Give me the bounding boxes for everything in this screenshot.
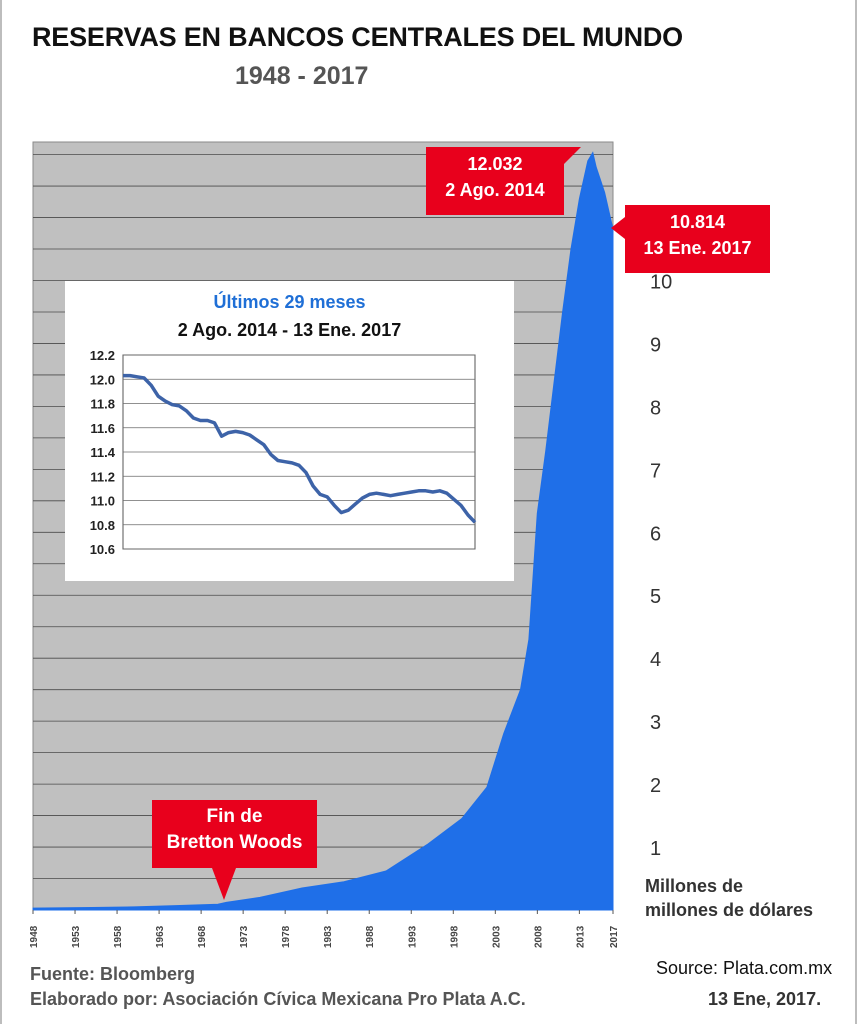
y-tick-label: 3 xyxy=(650,712,661,734)
unit-label-line2: millones de dólares xyxy=(645,900,814,920)
last-value: 10.814 xyxy=(669,212,726,232)
peak-annotation: 12.032 2 Ago. 2014 xyxy=(426,147,581,215)
y-tick-label: 4 xyxy=(650,649,661,671)
inset-subtitle: 2 Ago. 2014 - 13 Ene. 2017 xyxy=(177,320,402,340)
y-tick-label: 5 xyxy=(650,586,661,608)
last-annotation: 10.814 13 Ene. 2017 xyxy=(611,205,770,273)
x-tick-label: 2003 xyxy=(491,925,502,948)
x-axis: 1948 1953 1958 1963 1968 1973 1978 1983 1988 1993… xyxy=(29,910,620,948)
x-tick-label: 1998 xyxy=(449,925,460,948)
y-tick-label: 9 xyxy=(650,334,661,356)
x-tick-label: 1993 xyxy=(407,925,418,948)
y-tick-label: 8 xyxy=(650,397,661,419)
inset-y-tick-label: 11.0 xyxy=(90,494,115,509)
bretton-woods-annotation: Fin de Bretton Woods xyxy=(152,800,317,900)
y-axis-unit-label: Millones de millones de dólares xyxy=(645,874,813,922)
inset-title: Últimos 29 meses xyxy=(213,292,366,312)
y-tick-label: 7 xyxy=(650,460,661,482)
x-tick-label: 1978 xyxy=(281,925,292,948)
footer-source-bloomberg: Fuente: Bloomberg xyxy=(30,964,195,984)
x-tick-label: 1983 xyxy=(323,925,334,948)
x-tick-label: 1988 xyxy=(365,925,376,948)
last-date: 13 Ene. 2017 xyxy=(643,238,752,258)
x-tick-label: 2013 xyxy=(575,925,586,948)
inset-y-tick-label: 12.2 xyxy=(90,348,115,363)
inset-y-tick-label: 10.6 xyxy=(90,542,115,557)
reserves-area-series xyxy=(32,151,614,911)
x-tick-label: 1963 xyxy=(155,925,166,948)
y-tick-label: 6 xyxy=(650,523,661,545)
inset-line-series xyxy=(123,373,477,524)
x-tick-label: 1953 xyxy=(71,925,82,948)
x-tick-label: 2008 xyxy=(533,925,544,948)
inset-y-tick-label: 10.8 xyxy=(90,518,115,533)
inset-y-tick-label: 11.2 xyxy=(90,469,115,484)
bretton-woods-line1: Fin de xyxy=(206,806,263,827)
inset-y-tick-label: 11.4 xyxy=(90,445,115,460)
inset-y-tick-label: 11.8 xyxy=(90,397,115,412)
peak-date: 2 Ago. 2014 xyxy=(445,180,545,200)
x-tick-label: 1968 xyxy=(197,925,208,948)
footer-author: Elaborado por: Asociación Cívica Mexican… xyxy=(30,989,526,1009)
x-tick-label: 2017 xyxy=(609,925,620,948)
x-tick-label: 1973 xyxy=(239,925,250,948)
inset-y-tick-label: 11.6 xyxy=(90,421,115,436)
footer-date: 13 Ene, 2017. xyxy=(708,989,822,1009)
y-axis-right: 1 2 3 4 5 6 7 8 9 10 xyxy=(650,271,672,860)
y-tick-label: 1 xyxy=(650,838,661,860)
x-tick-label: 1948 xyxy=(29,925,40,948)
y-tick-label: 2 xyxy=(650,775,661,797)
y-tick-label: 10 xyxy=(650,271,672,293)
x-tick-label: 1958 xyxy=(113,925,124,948)
inset-plot-area: 12.2 12.0 11.8 11.6 11.4 11.2 11.0 10.8 10.6 xyxy=(90,348,477,557)
inset-y-tick-label: 12.0 xyxy=(90,372,115,387)
chart-title: RESERVAS EN BANCOS CENTRALES DEL MUNDO xyxy=(32,22,683,52)
unit-label-line1: Millones de xyxy=(645,876,744,896)
chart-subtitle: 1948 - 2017 xyxy=(235,62,369,90)
peak-value: 12.032 xyxy=(467,154,523,174)
footer-source-site: Source: Plata.com.mx xyxy=(656,958,833,978)
bretton-woods-line2: Bretton Woods xyxy=(166,832,303,853)
